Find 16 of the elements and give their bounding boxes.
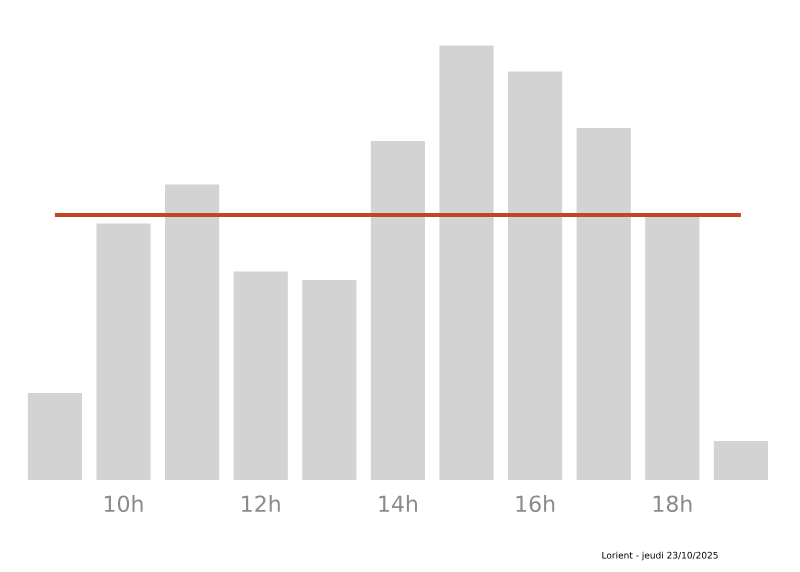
bar: [27, 393, 82, 480]
x-tick-label: 14h: [379, 495, 417, 512]
bar: [576, 127, 631, 480]
bar: [713, 440, 769, 480]
bar: [508, 71, 563, 480]
x-tick-label: 18h: [653, 495, 692, 513]
x-tick-label: 12h: [242, 495, 280, 512]
x-tick-label: 10h: [104, 495, 143, 513]
bar: [370, 141, 425, 480]
bar: [302, 280, 357, 480]
bar: [645, 214, 700, 480]
bar: [165, 184, 220, 480]
bar: [233, 271, 288, 480]
bar: [439, 45, 494, 480]
bar: [96, 223, 151, 480]
x-tick-label: 16h: [516, 495, 555, 513]
